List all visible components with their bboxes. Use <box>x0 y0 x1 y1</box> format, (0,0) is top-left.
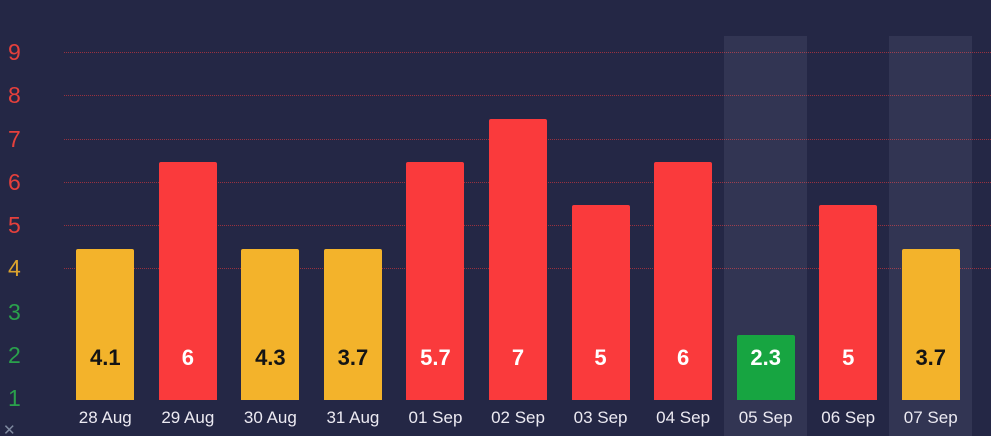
bar-value-label: 4.3 <box>255 345 286 370</box>
bar-29-aug[interactable] <box>158 162 217 400</box>
bar-03-sep[interactable] <box>571 205 630 400</box>
bar-value-label: 5 <box>594 345 607 370</box>
y-axis-tick-4: 4 <box>8 255 21 282</box>
x-axis-label: 04 Sep <box>656 408 711 427</box>
bar-value-label: 7 <box>511 345 525 370</box>
x-axis-label: 07 Sep <box>903 408 958 427</box>
bar-01-sep[interactable] <box>406 162 465 400</box>
bar-value-label: 3.7 <box>337 345 369 370</box>
y-axis-tick-9: 9 <box>8 39 21 65</box>
y-axis-tick-2: 2 <box>8 341 21 368</box>
chart-column-29-aug: 6 29 Aug <box>147 0 230 436</box>
y-axis-tick-3: 3 <box>8 298 21 325</box>
x-axis-label: 03 Sep <box>573 408 628 427</box>
x-axis-label: 31 Aug <box>326 408 380 427</box>
y-axis-tick-5: 5 <box>8 212 21 238</box>
bar-value-label: 2.3 <box>750 345 781 370</box>
chart-column-02-sep: 7 02 Sep <box>477 0 560 436</box>
y-axis-tick-6: 6 <box>8 168 21 195</box>
y-axis-tick-1: 1 <box>8 385 21 411</box>
x-axis-label: 05 Sep <box>738 408 793 427</box>
y-axis-tick-8: 8 <box>8 82 21 109</box>
bar-30-aug[interactable] <box>241 248 300 400</box>
bar-31-aug[interactable] <box>323 248 382 400</box>
x-axis-label: 28 Aug <box>78 408 132 427</box>
chart-column-05-sep: 2.3 05 Sep <box>724 0 807 436</box>
bar-value-label: 5 <box>842 345 855 370</box>
y-axis-tick-7: 7 <box>8 125 21 152</box>
x-axis-label: 30 Aug <box>243 408 297 427</box>
chart-column-04-sep: 6 04 Sep <box>642 0 725 436</box>
bar-04-sep[interactable] <box>654 162 713 400</box>
x-axis-label: 02 Sep <box>491 408 545 427</box>
chart-column-06-sep: 5 06 Sep <box>807 0 890 436</box>
bar-28-aug[interactable] <box>76 248 135 400</box>
x-axis-label: 29 Aug <box>161 408 215 427</box>
chart-column-03-sep: 5 03 Sep <box>559 0 642 436</box>
bar-value-label: 3.7 <box>915 345 947 370</box>
chart-column-28-aug: 4.1 28 Aug <box>64 0 147 436</box>
plot-area: 4.1 28 Aug 6 29 Aug 4.3 30 Aug 3.7 31 Aug 5.7 01 … <box>64 0 973 436</box>
bar-value-label: 6 <box>676 345 690 370</box>
bar-07-sep[interactable] <box>901 248 960 400</box>
x-axis-label: 01 Sep <box>408 408 463 427</box>
chart-column-01-sep: 5.7 01 Sep <box>394 0 477 436</box>
chart-column-30-aug: 4.3 30 Aug <box>229 0 312 436</box>
close-icon[interactable]: ✕ <box>3 422 16 436</box>
bar-02-sep[interactable] <box>489 118 547 400</box>
chart-column-31-aug: 3.7 31 Aug <box>312 0 395 436</box>
bar-value-label: 5.7 <box>420 345 451 370</box>
bar-value-label: 6 <box>181 345 194 370</box>
bar-06-sep[interactable] <box>819 205 878 400</box>
bar-05-sep[interactable] <box>736 335 795 400</box>
chart-column-07-sep: 3.7 07 Sep <box>889 0 973 436</box>
x-axis-label: 06 Sep <box>821 408 876 427</box>
bar-value-label: 4.1 <box>89 345 121 370</box>
y-axis: 1 2 3 4 5 6 7 8 9 <box>0 0 64 436</box>
